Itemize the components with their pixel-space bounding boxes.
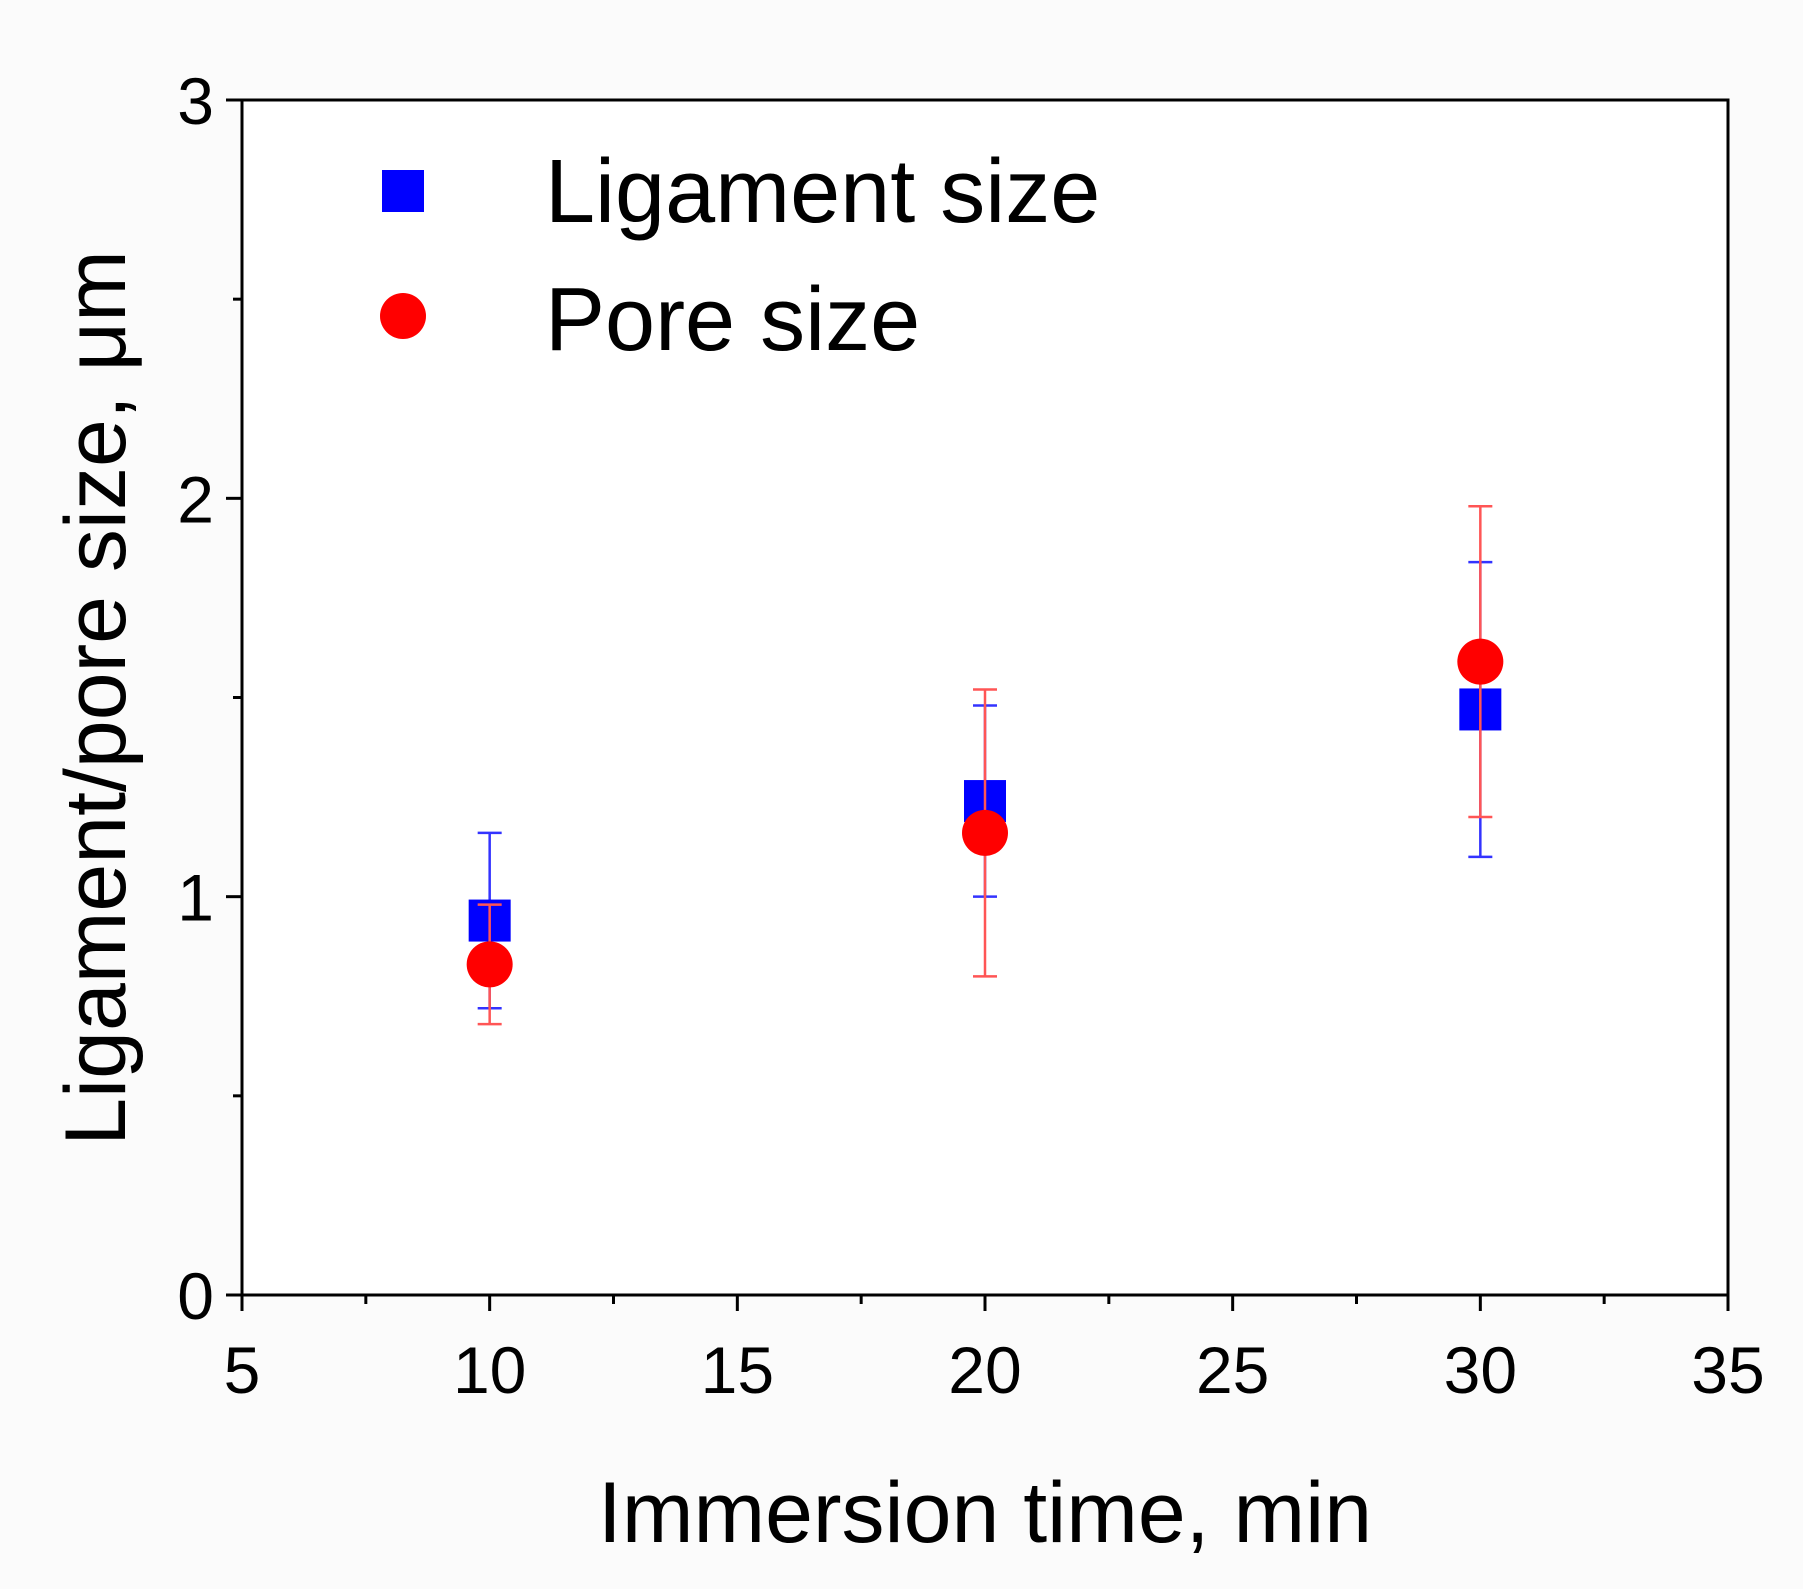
legend-marker-circle [380, 293, 426, 339]
x-tick-label: 25 [1196, 1333, 1269, 1407]
y-tick-label: 3 [177, 64, 214, 138]
series-layer [466, 505, 1504, 1026]
x-axis-label: Immersion time, min [598, 1465, 1372, 1561]
legend-label-pore: Pore size [545, 270, 920, 370]
y-axis-label: Ligament/pore size, μm [48, 250, 144, 1146]
data-point-circle [466, 941, 513, 988]
y-tick-label: 1 [177, 861, 214, 935]
legend-label-ligament: Ligament size [545, 142, 1100, 242]
data-point-circle [962, 809, 1008, 856]
x-tick-label: 10 [453, 1333, 526, 1407]
y-tick-label: 2 [177, 462, 214, 536]
data-point-circle [1457, 638, 1504, 685]
x-tick-label: 30 [1444, 1333, 1517, 1407]
y-tick-label: 0 [177, 1259, 214, 1333]
legend-marker-square [382, 170, 424, 212]
x-tick-label: 5 [224, 1333, 261, 1407]
legend: Ligament size Pore size [380, 142, 1100, 370]
x-tick-label: 35 [1691, 1333, 1764, 1407]
x-tick-label: 20 [948, 1333, 1021, 1407]
series-pore-size [466, 505, 1504, 1026]
y-axis: 0 1 2 3 [177, 64, 242, 1333]
x-axis: 5 10 15 20 25 30 35 [224, 1295, 1765, 1407]
x-tick-label: 15 [701, 1333, 774, 1407]
